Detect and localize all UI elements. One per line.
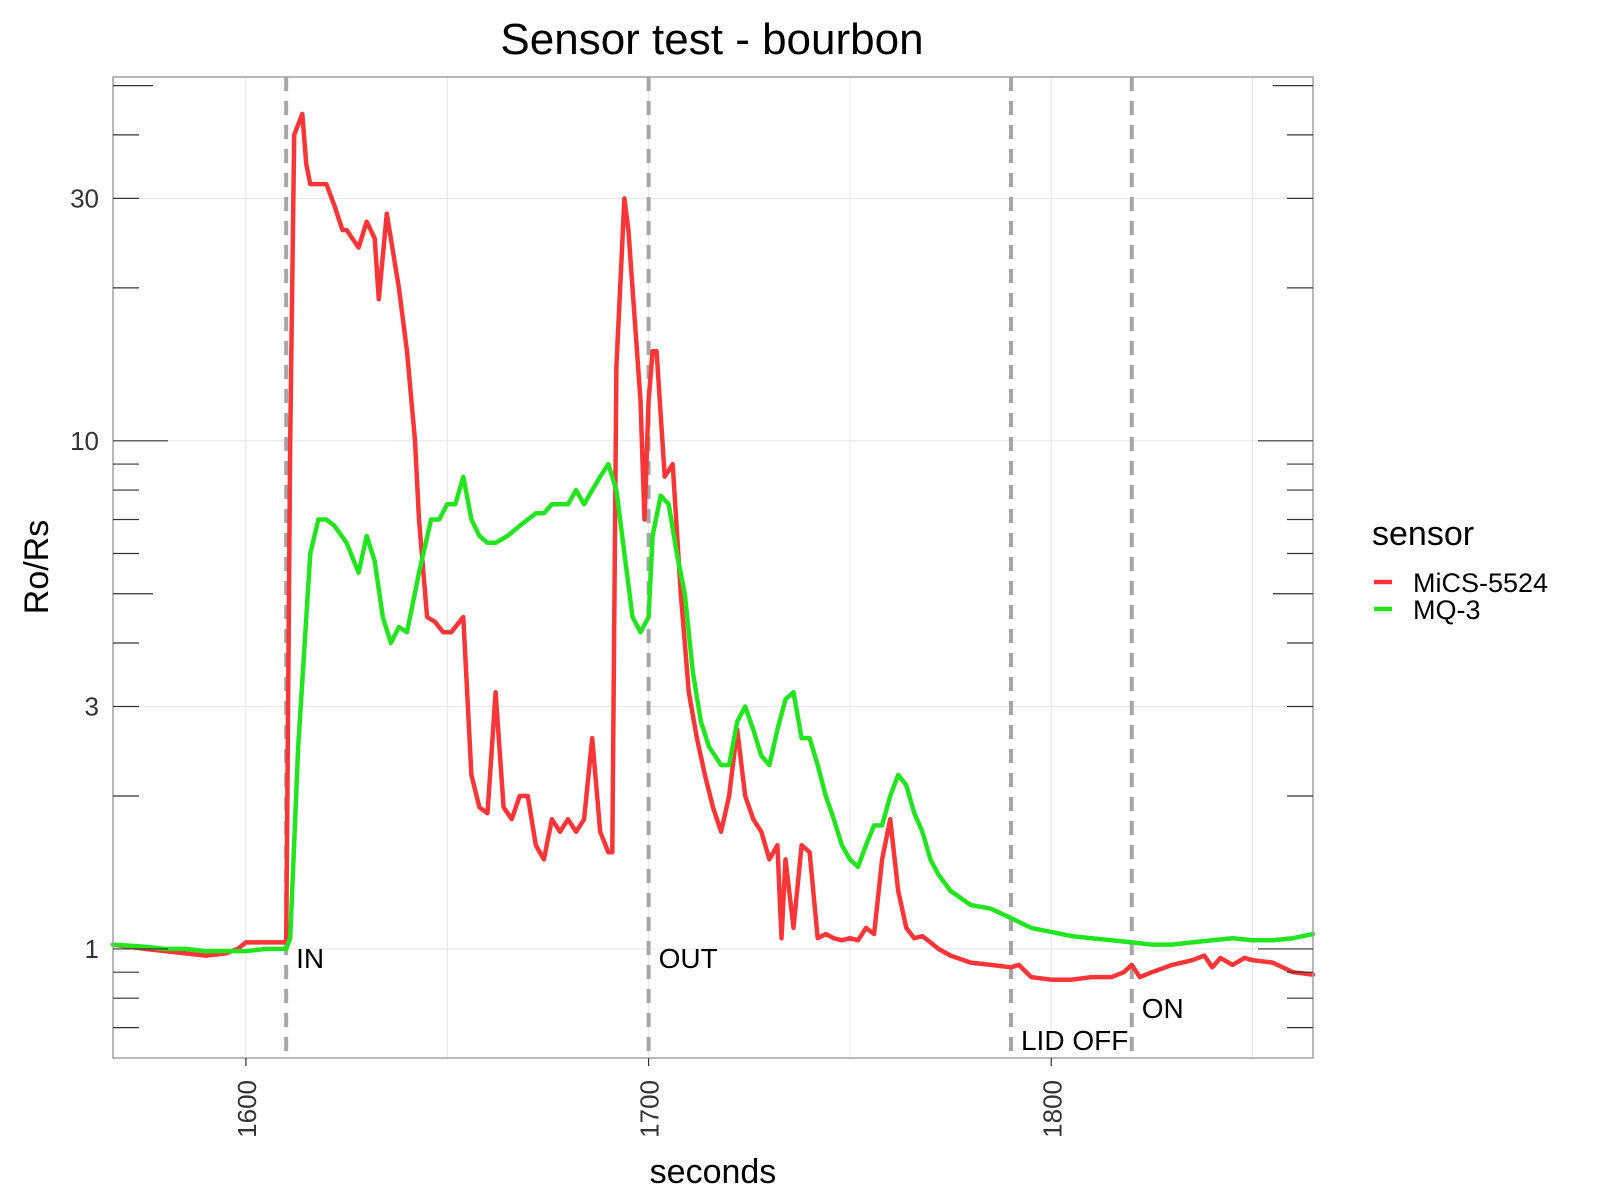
x-tick-label: 1700 bbox=[635, 1080, 665, 1138]
series-line-2 bbox=[110, 461, 1316, 954]
y-axis-title: Ro/Rs bbox=[18, 520, 56, 614]
vline-label: OUT bbox=[659, 943, 718, 974]
x-axis-title: seconds bbox=[650, 1153, 777, 1191]
x-tick-label: 1800 bbox=[1037, 1080, 1067, 1138]
chart-title: Sensor test - bourbon bbox=[500, 15, 923, 64]
legend-label: MiCS-5524 bbox=[1413, 568, 1548, 598]
y-tick-label: 10 bbox=[70, 426, 99, 456]
y-tick-label: 30 bbox=[70, 183, 99, 213]
annotations: IN OUT LID OFF ON bbox=[296, 943, 1184, 1056]
legend-label: MQ-3 bbox=[1413, 595, 1481, 625]
legend-title: sensor bbox=[1372, 515, 1474, 553]
vline-label: IN bbox=[296, 943, 324, 974]
series-group bbox=[110, 111, 1316, 982]
axis-ticks: 1600 1700 1800 1 3 10 30 bbox=[70, 85, 1313, 1138]
vline-label: LID OFF bbox=[1021, 1025, 1128, 1056]
y-tick-label: 1 bbox=[85, 934, 99, 964]
y-tick-label: 3 bbox=[85, 691, 99, 721]
x-tick-label: 1600 bbox=[232, 1080, 262, 1138]
grid bbox=[113, 77, 1313, 1058]
plot-panel-border bbox=[112, 76, 1314, 1059]
series-line-1 bbox=[110, 111, 1316, 982]
reference-lines bbox=[284, 77, 1134, 1058]
vline-label: ON bbox=[1142, 993, 1184, 1024]
